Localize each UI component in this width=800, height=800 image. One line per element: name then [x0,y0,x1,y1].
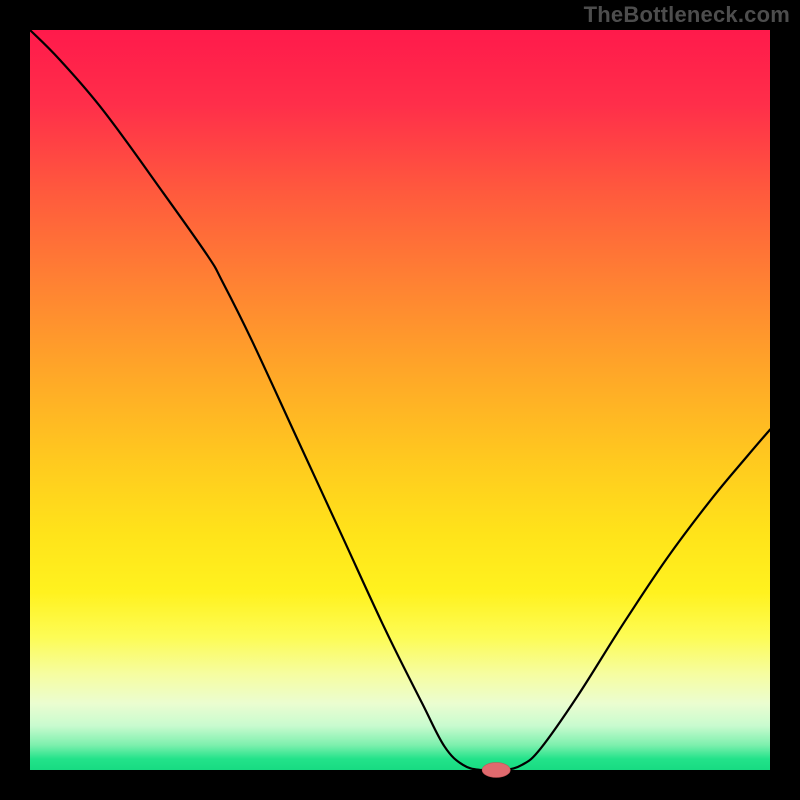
bottleneck-chart [0,0,800,800]
watermark-label: TheBottleneck.com [584,2,790,28]
chart-stage: TheBottleneck.com [0,0,800,800]
optimal-marker [482,763,510,778]
